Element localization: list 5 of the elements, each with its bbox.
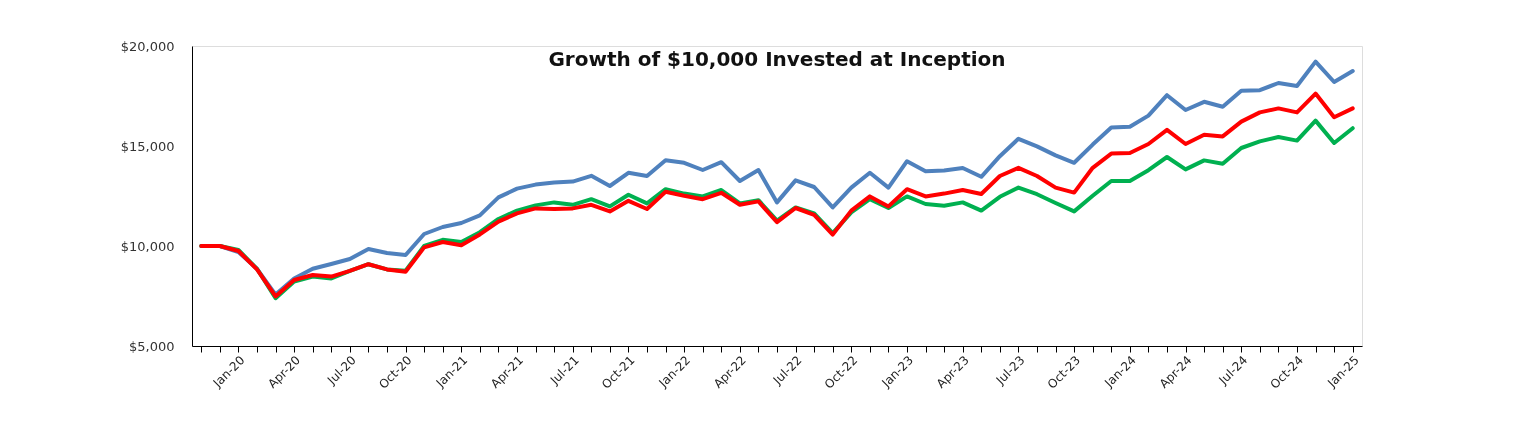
y-tick-label: $20,000 — [120, 38, 175, 54]
y-tick-label: $15,000 — [120, 138, 175, 154]
chart-title: Growth of $10,000 Invested at Inception — [548, 47, 1006, 71]
y-tick-label: $10,000 — [120, 238, 175, 254]
y-tick-label: $5,000 — [129, 338, 175, 354]
